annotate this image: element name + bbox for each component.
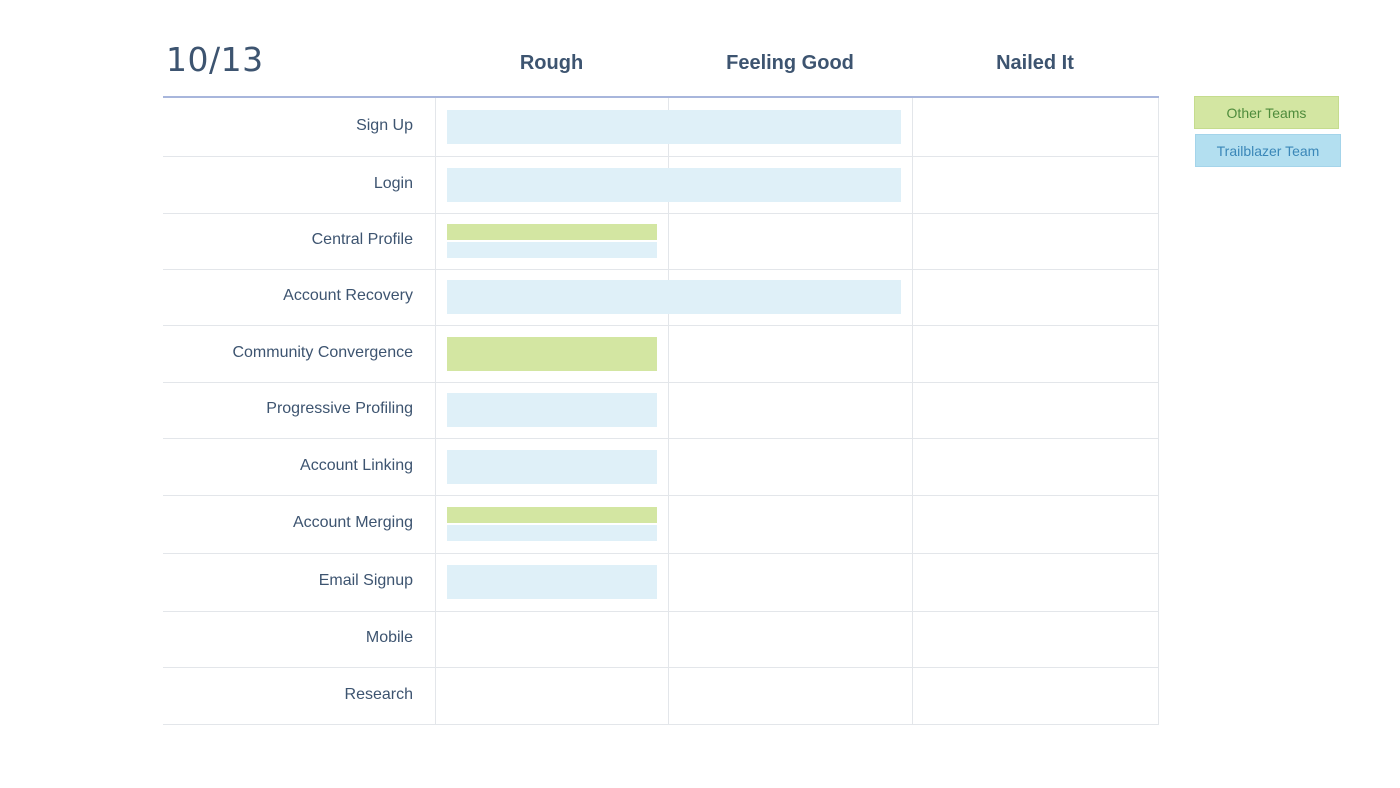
row-label: Account Recovery: [283, 287, 413, 304]
row-label: Sign Up: [356, 117, 413, 134]
row-label: Research: [344, 685, 413, 703]
row-divider: [163, 724, 1159, 725]
row-divider: [163, 553, 1159, 554]
bar-trailblazer-team: [447, 110, 901, 144]
column-divider: [1158, 98, 1159, 724]
bar-trailblazer-team: [447, 242, 657, 258]
row-label: Account Merging: [292, 514, 413, 531]
bar-trailblazer-team: [447, 167, 901, 202]
column-divider: [435, 98, 436, 724]
legend-other-teams: Other Teams: [1194, 96, 1339, 129]
column-header-rough: Rough: [519, 52, 584, 74]
header-divider: [163, 96, 1159, 98]
row-divider: [163, 495, 1159, 496]
row-label: Central Profile: [311, 231, 413, 248]
bar-trailblazer-team: [447, 565, 657, 599]
bar-other-teams: [447, 224, 657, 240]
row-label: Community Convergence: [232, 343, 413, 361]
bar-other-teams: [447, 336, 657, 371]
row-label: Account Linking: [300, 456, 413, 474]
bar-other-teams: [447, 507, 657, 523]
row-label: Email Signup: [318, 572, 413, 589]
row-divider: [163, 382, 1159, 383]
column-divider: [912, 98, 913, 724]
row-label: Progressive Profiling: [266, 400, 413, 417]
row-divider: [163, 667, 1159, 668]
row-label: Mobile: [365, 629, 413, 646]
legend-trailblazer-team: Trailblazer Team: [1195, 134, 1341, 167]
row-divider: [163, 213, 1159, 214]
column-header-feeling-good: Feeling Good: [726, 52, 854, 74]
bar-trailblazer-team: [447, 280, 901, 314]
column-header-nailed-it: Nailed It: [996, 52, 1074, 74]
bar-trailblazer-team: [447, 525, 657, 541]
column-divider: [668, 98, 669, 724]
row-label: Login: [373, 174, 413, 192]
row-divider: [163, 156, 1159, 157]
row-divider: [163, 269, 1159, 270]
bar-trailblazer-team: [447, 449, 657, 484]
row-divider: [163, 611, 1159, 612]
bar-trailblazer-team: [447, 393, 657, 427]
row-divider: [163, 438, 1159, 439]
row-divider: [163, 325, 1159, 326]
page-title: 10/13: [166, 40, 264, 79]
